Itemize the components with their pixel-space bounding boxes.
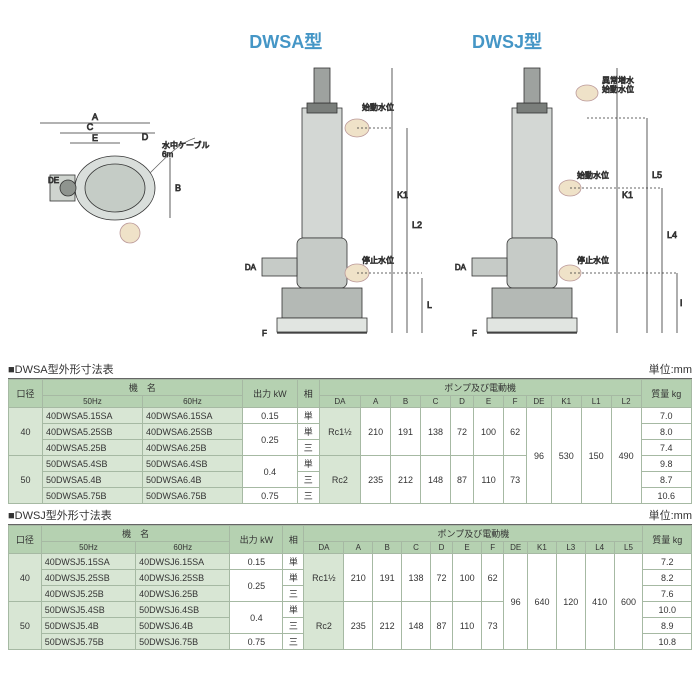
svg-text:F: F [262, 329, 267, 338]
table-row: 4040DWSJ5.15SA40DWSJ6.15SA0.15単Rc1½21019… [9, 554, 692, 570]
svg-text:停止水位: 停止水位 [577, 255, 609, 265]
svg-text:6m: 6m [162, 150, 173, 159]
dwsj-drawing-svg: K1 L5 L4 L3 DA F 異常増水 [442, 58, 682, 348]
dwsj-section-label: ■DWSJ型外形寸法表 [8, 507, 112, 523]
svg-text:DE: DE [48, 176, 59, 185]
col-output: 出力 kW [242, 380, 297, 408]
dwsa-section-label: ■DWSA型外形寸法表 [8, 361, 114, 377]
col-mass: 質量 kg [641, 380, 691, 408]
svg-text:DA: DA [455, 263, 467, 272]
diagram-plan: A C D E DE 水中ケーブル 6m B [18, 103, 211, 253]
svg-text:L1: L1 [427, 300, 432, 310]
dwsa-title: DWSA型 [249, 28, 322, 54]
svg-text:K1: K1 [397, 190, 408, 200]
svg-text:E: E [92, 133, 98, 143]
col-50hz: 50Hz [42, 396, 142, 408]
dwsa-drawing-svg: K1 L2 L1 DA F [222, 58, 432, 348]
dwsj-table-title: ■DWSJ型外形寸法表 単位:mm [8, 506, 692, 525]
dwsa-table-title: ■DWSA型外形寸法表 単位:mm [8, 360, 692, 379]
dwsj-title: DWSJ型 [472, 28, 542, 54]
svg-text:L2: L2 [412, 220, 422, 230]
svg-text:L4: L4 [667, 230, 677, 240]
plan-drawing-svg: A C D E DE 水中ケーブル 6m B [20, 103, 210, 253]
svg-text:L3: L3 [680, 298, 682, 308]
svg-text:始動水位: 始動水位 [577, 170, 609, 180]
svg-text:B: B [175, 183, 181, 193]
stop-level-label: 停止水位 [362, 255, 394, 265]
col-60hz: 60Hz [142, 396, 242, 408]
svg-text:D: D [141, 132, 148, 142]
col-dia: 口径 [9, 380, 43, 408]
svg-text:始動水位: 始動水位 [602, 84, 634, 94]
svg-text:DA: DA [245, 263, 257, 272]
dwsa-unit-label: 単位:mm [649, 361, 692, 377]
diagram-row: A C D E DE 水中ケーブル 6m B [8, 8, 692, 358]
dwsa-spec-table: 口径 機 名 出力 kW 相 ポンプ及び電動機 質量 kg 50Hz 60Hz … [8, 379, 692, 504]
svg-text:A: A [92, 112, 98, 122]
table-row: 4040DWSA5.15SA40DWSA6.15SA0.15単Rc1½21019… [9, 408, 692, 424]
dwsj-spec-table: 口径 機 名 出力 kW 相 ポンプ及び電動機 質量 kg 50Hz 60Hz … [8, 525, 692, 650]
col-phase: 相 [297, 380, 319, 408]
col-model: 機 名 [42, 380, 242, 396]
svg-text:F: F [472, 329, 477, 338]
svg-text:K1: K1 [622, 190, 633, 200]
svg-text:C: C [86, 122, 93, 132]
svg-text:L5: L5 [652, 170, 662, 180]
diagram-dwsa: DWSA型 K1 L2 L1 [219, 28, 434, 348]
diagram-dwsj: DWSJ型 K1 L5 L4 L3 DA [442, 28, 682, 348]
abnormal-level-label: 異常増水 [602, 75, 634, 85]
svg-text:水中ケーブル: 水中ケーブル [162, 140, 210, 150]
col-pumpmotor: ポンプ及び電動機 [319, 380, 641, 396]
dwsj-unit-label: 単位:mm [649, 507, 692, 523]
start-level-label: 始動水位 [362, 102, 394, 112]
